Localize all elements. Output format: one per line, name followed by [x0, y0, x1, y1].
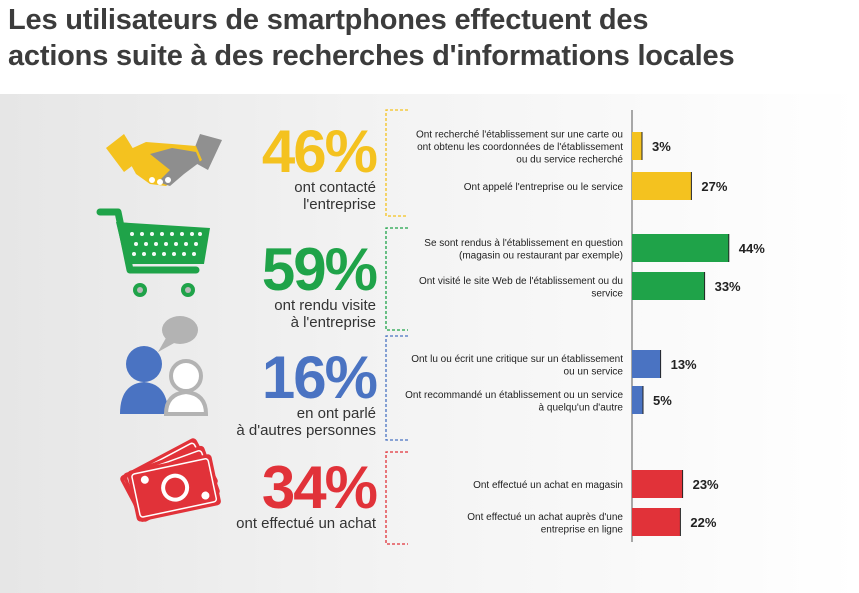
bar-category-label: Ont effectué un achat auprès d'une — [467, 512, 623, 523]
bar-category-label: (magasin ou restaurant par exemple) — [459, 250, 623, 261]
bar — [632, 508, 681, 536]
bar-value-label: 44% — [739, 241, 765, 256]
bar-value-label: 5% — [653, 393, 672, 408]
group-bracket — [385, 109, 408, 217]
bar-category-label: Se sont rendus à l'établissement en ques… — [424, 238, 623, 249]
group-bracket — [385, 451, 408, 545]
bar — [632, 272, 705, 300]
bar — [632, 470, 683, 498]
bar-category-label: Ont lu ou écrit une critique sur un étab… — [411, 354, 623, 365]
bar-value-label: 27% — [701, 179, 727, 194]
group-caption: à d'autres personnes — [236, 422, 376, 439]
bar-value-label: 3% — [652, 139, 671, 154]
group-caption: l'entreprise — [303, 196, 376, 213]
title-line-2: actions suite à des recherches d'informa… — [8, 40, 735, 72]
bar-value-label: 13% — [671, 357, 697, 372]
bar-category-label: ou du service recherché — [516, 155, 623, 166]
bar-category-label: service — [591, 288, 623, 299]
group-caption: ont rendu visite — [274, 297, 376, 314]
handshake-icon — [106, 134, 222, 186]
bar-category-label: entreprise en ligne — [541, 524, 624, 535]
bar-category-label: Ont effectué un achat en magasin — [473, 480, 623, 491]
bar — [632, 386, 643, 414]
group-percent: 46% — [262, 118, 377, 185]
group-caption: ont contacté — [294, 179, 376, 196]
bar-value-label: 22% — [690, 515, 716, 530]
banknotes-icon — [120, 438, 221, 522]
bar — [632, 350, 661, 378]
bar-category-label: à quelqu'un d'autre — [539, 402, 624, 413]
shopping-cart-icon — [96, 208, 210, 297]
group-percent: 34% — [262, 454, 377, 521]
bar-category-label: ou un service — [564, 366, 624, 377]
bar-category-label: Ont appelé l'entreprise ou le service — [464, 182, 624, 193]
bar-category-label: Ont recommandé un établissement ou un se… — [405, 390, 623, 401]
chart-panel: 46% ont contacté l'entreprise 3% Ont recherc… — [0, 94, 859, 593]
title-line-1: Les utilisateurs de smartphones effectue… — [8, 4, 649, 36]
people-talking-icon — [120, 316, 209, 416]
group-percent: 16% — [262, 344, 377, 411]
bar-category-label: Ont visité le site Web de l'établissemen… — [419, 276, 623, 287]
group-percent: 59% — [262, 236, 377, 303]
group-caption: ont effectué un achat — [236, 515, 377, 532]
group-4: 34%ont effectué un achat 23% Ont effectué … — [236, 451, 719, 545]
bar-value-label: 33% — [715, 279, 741, 294]
bar — [632, 132, 642, 160]
group-caption: à l'entreprise — [291, 314, 376, 331]
bar — [632, 234, 729, 262]
page-title: Les utilisateurs de smartphones effectue… — [8, 2, 853, 92]
group-bracket — [385, 335, 408, 441]
group-caption: en ont parlé — [297, 405, 376, 422]
bar-value-label: 23% — [693, 477, 719, 492]
group-bracket — [385, 227, 408, 331]
bar-category-label: ont obtenu les coordonnées de l'établiss… — [417, 142, 623, 153]
bar — [632, 172, 692, 200]
bar-category-label: Ont recherché l'établissement sur une ca… — [416, 130, 623, 141]
